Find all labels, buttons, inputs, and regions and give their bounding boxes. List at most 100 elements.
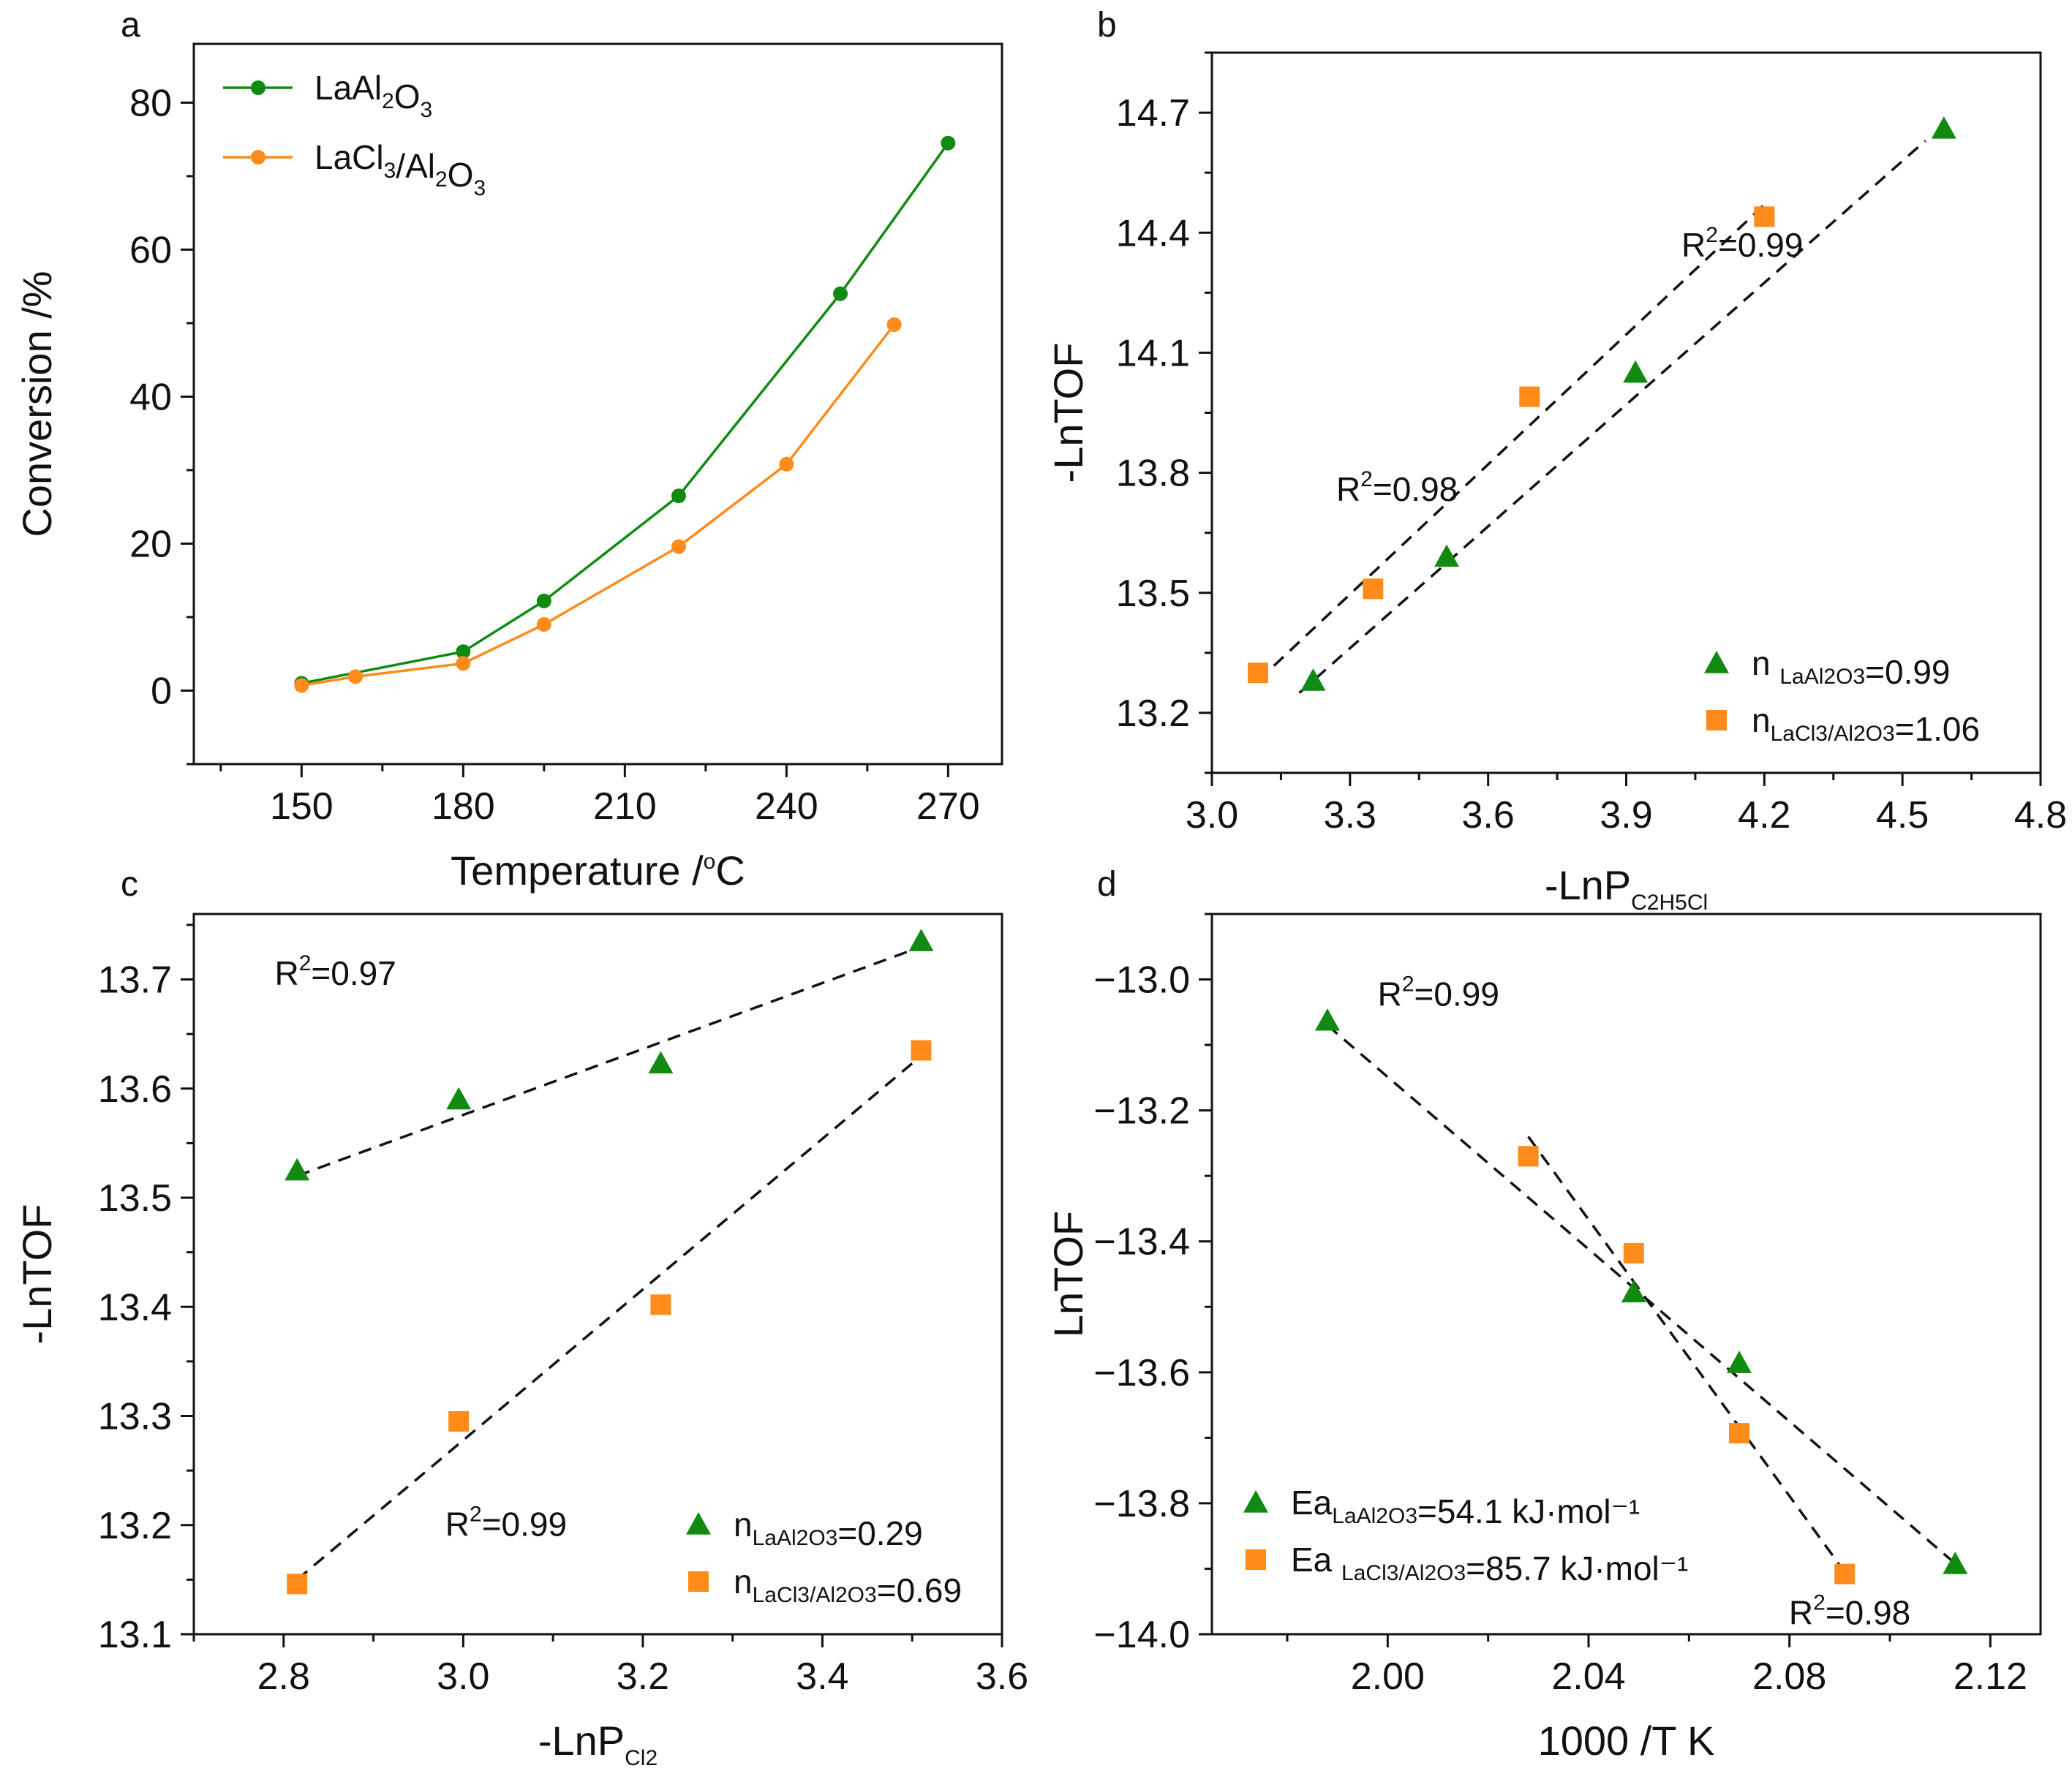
x-tick-label: 4.2 [1738, 794, 1790, 836]
x-axis-label: -LnPCl2 [538, 1718, 658, 1770]
x-tick-label: 270 [916, 785, 980, 828]
legend-label: nLaCl3/Al2O3=0.69 [734, 1563, 962, 1609]
x-tick-label: 3.6 [976, 1655, 1028, 1698]
x-tick-label: 3.0 [1186, 794, 1238, 836]
panel-letter: b [1097, 6, 1117, 45]
data-point [1314, 1008, 1340, 1031]
data-point [648, 1051, 674, 1074]
legend-marker [251, 80, 265, 95]
y-tick-label: 40 [129, 376, 172, 418]
data-point [446, 1087, 472, 1110]
panel-letter: c [121, 865, 138, 904]
legend-marker [686, 1512, 711, 1535]
legend-label: nLaAl2O3=0.29 [734, 1506, 923, 1552]
data-point [285, 1157, 310, 1181]
y-tick-label: 0 [151, 670, 172, 712]
legend-marker [1246, 1549, 1266, 1570]
data-point [1621, 1280, 1646, 1303]
x-tick-label: 2.08 [1752, 1655, 1826, 1698]
legend: nLaAl2O3=0.29 nLaCl3/Al2O3=0.69 [686, 1506, 962, 1609]
data-point [287, 1574, 308, 1595]
x-tick-label: 3.0 [437, 1655, 489, 1698]
y-tick-label: −13.4 [1093, 1221, 1190, 1264]
x-axis-label: 1000 /T K [1538, 1718, 1715, 1764]
data-point [671, 539, 686, 554]
data-point [456, 644, 471, 660]
y-tick-label: 13.3 [98, 1396, 172, 1438]
legend-marker [1704, 651, 1729, 673]
x-tick-label: 150 [270, 785, 334, 828]
fit-line [1326, 1024, 1956, 1565]
y-tick-label: 14.7 [1116, 92, 1190, 135]
legend-label: EaLaAl2O3=54.1 kJ·mol⁻¹ [1291, 1484, 1640, 1530]
x-tick-label: 3.9 [1600, 794, 1652, 836]
data-point [650, 1294, 671, 1315]
data-point [1434, 544, 1460, 567]
data-point [448, 1410, 470, 1432]
x-tick-label: 2.04 [1551, 1655, 1625, 1698]
data-point [348, 669, 363, 684]
y-tick-label: −13.0 [1093, 959, 1190, 1002]
data-point [1729, 1423, 1749, 1444]
plot-frame [1210, 913, 2042, 1636]
legend-label: n LaAl2O3=0.99 [1752, 644, 1951, 691]
y-tick-label: 13.2 [1116, 692, 1190, 735]
y-tick-label: 60 [129, 229, 172, 271]
legend: n LaAl2O3=0.99 nLaCl3/Al2O3=1.06 [1704, 644, 1980, 748]
x-tick-label: 3.3 [1324, 794, 1376, 836]
data-point [1754, 206, 1775, 227]
data-point [941, 135, 956, 151]
y-tick-label: 13.1 [98, 1614, 172, 1656]
series-line [301, 323, 896, 687]
x-tick-label: 4.5 [1876, 794, 1929, 836]
y-tick-label: 14.1 [1116, 332, 1190, 374]
data-point [536, 593, 551, 608]
data-point [1623, 1242, 1644, 1264]
r2-annotation: R2=0.99 [1378, 972, 1499, 1013]
data-point [1519, 386, 1540, 407]
legend-label: Ea LaCl3/Al2O3=85.7 kJ·mol⁻¹ [1291, 1541, 1688, 1587]
r2-annotation: R2=0.99 [1681, 223, 1803, 264]
x-tick-label: 210 [593, 785, 657, 828]
panel-letter: a [121, 6, 140, 45]
data-point [1623, 360, 1649, 383]
legend-marker [688, 1571, 709, 1592]
y-tick-label: 80 [129, 82, 172, 124]
data-point [294, 678, 309, 693]
y-tick-label: 13.4 [98, 1286, 172, 1329]
panel-a: a 150 180 210 240 270 0 20 40 60 80 Temperature /oC… [14, 6, 1003, 894]
x-tick-label: 180 [432, 785, 495, 828]
data-point [908, 929, 934, 951]
r2-annotation: R2=0.97 [275, 951, 396, 992]
y-tick-label: 13.7 [98, 959, 172, 1002]
panel-letter: d [1097, 865, 1117, 904]
y-tick-label: −13.6 [1093, 1352, 1190, 1394]
data-point [536, 617, 551, 632]
y-tick-label: 13.5 [1116, 573, 1190, 615]
legend-label: LaCl3/Al2O3 [314, 138, 486, 200]
data-point [456, 656, 471, 671]
y-tick-label: −13.8 [1093, 1483, 1190, 1525]
x-tick-label: 4.8 [2014, 794, 2067, 836]
y-tick-label: 14.4 [1116, 212, 1190, 254]
x-tick-label: 3.4 [796, 1655, 848, 1698]
data-point [1834, 1563, 1856, 1585]
x-tick-label: 240 [755, 785, 818, 828]
panel-d: d 2.00 2.04 2.08 2.12 −14.0 −13.8 −13.6 −13.4 −13… [1045, 865, 2042, 1764]
y-tick-label: 13.2 [98, 1505, 172, 1547]
legend: LaAl2O3 LaCl3/Al2O3 [223, 69, 486, 200]
x-axis-label: Temperature /oC [451, 847, 745, 894]
panel-b: b 3.0 3.3 3.6 3.9 4.2 4.5 4.8 13.2 13.5 13.8 14.1 14… [1045, 6, 2067, 915]
y-tick-label: −14.0 [1093, 1614, 1190, 1656]
data-point [1943, 1552, 1968, 1574]
legend-label: LaAl2O3 [314, 69, 432, 122]
panel-c: c 2.8 3.0 3.2 3.4 3.6 13.1 13.2 13.3 13.4 13.5 13.6… [14, 865, 1028, 1770]
legend-marker [251, 150, 265, 165]
legend-marker [1706, 710, 1727, 730]
data-point [1518, 1146, 1539, 1167]
y-axis-label: LnTOF [1045, 1211, 1091, 1337]
fit-line [1527, 1136, 1846, 1573]
x-tick-label: 3.6 [1462, 794, 1515, 836]
legend-marker [1243, 1490, 1268, 1513]
